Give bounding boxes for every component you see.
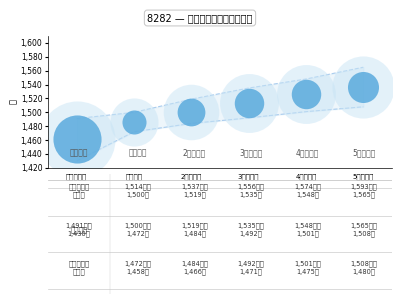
Point <box>188 110 194 115</box>
Point <box>303 91 309 96</box>
Point <box>131 120 137 124</box>
Text: 押し目置い
ゾーン: 押し目置い ゾーン <box>68 260 90 275</box>
Point <box>74 137 80 142</box>
Text: 2営業日後: 2営業日後 <box>183 148 206 158</box>
Text: 1,519円～
1,484円: 1,519円～ 1,484円 <box>181 222 208 237</box>
Text: 5営業日後: 5営業日後 <box>352 148 376 158</box>
Text: 1,501円～
1,475円: 1,501円～ 1,475円 <box>294 260 321 275</box>
Text: 1,514円～
1,500円: 1,514円～ 1,500円 <box>125 184 152 198</box>
Point <box>74 137 80 142</box>
Point <box>246 100 252 105</box>
Point <box>246 100 252 105</box>
Text: 1,508円～
1,480円: 1,508円～ 1,480円 <box>350 260 377 275</box>
Text: 1,500円～
1,472円: 1,500円～ 1,472円 <box>125 222 152 237</box>
Text: 1,537円～
1,519円: 1,537円～ 1,519円 <box>181 184 208 198</box>
Text: 3営業日後: 3営業日後 <box>239 148 263 158</box>
Text: 1,556円～
1,535円: 1,556円～ 1,535円 <box>238 184 264 198</box>
Text: 1,472円～
1,458円: 1,472円～ 1,458円 <box>125 260 152 275</box>
Point <box>360 84 366 89</box>
Text: 目標株価: 目標株価 <box>70 226 88 232</box>
Text: 4営業日後: 4営業日後 <box>296 148 319 158</box>
Text: 1,593円～
1,565円: 1,593円～ 1,565円 <box>350 184 377 198</box>
Text: 1,484円～
1,466円: 1,484円～ 1,466円 <box>181 260 208 275</box>
Text: 直近標笪: 直近標笪 <box>70 148 88 158</box>
Text: 翌営業日: 翌営業日 <box>129 148 147 158</box>
Text: 1,491円～
1,430円: 1,491円～ 1,430円 <box>66 222 92 237</box>
Y-axis label: 円: 円 <box>9 99 18 104</box>
Text: -: - <box>78 188 80 194</box>
Text: 1,574円～
1,548円: 1,574円～ 1,548円 <box>294 184 321 198</box>
Text: 吹き値売り
ゾーン: 吹き値売り ゾーン <box>68 184 90 198</box>
Point <box>303 91 309 96</box>
Text: 1,565円～
1,508円: 1,565円～ 1,508円 <box>350 222 377 237</box>
Text: -: - <box>78 265 80 271</box>
Point <box>360 84 366 89</box>
Text: 8282 — ケーズホールディングス: 8282 — ケーズホールディングス <box>147 13 253 23</box>
Text: 1,492円～
1,471円: 1,492円～ 1,471円 <box>238 260 264 275</box>
Point <box>188 110 194 115</box>
Text: 1,548円～
1,501円: 1,548円～ 1,501円 <box>294 222 321 237</box>
Text: 1,535円～
1,492円: 1,535円～ 1,492円 <box>238 222 264 237</box>
Point <box>131 120 137 124</box>
